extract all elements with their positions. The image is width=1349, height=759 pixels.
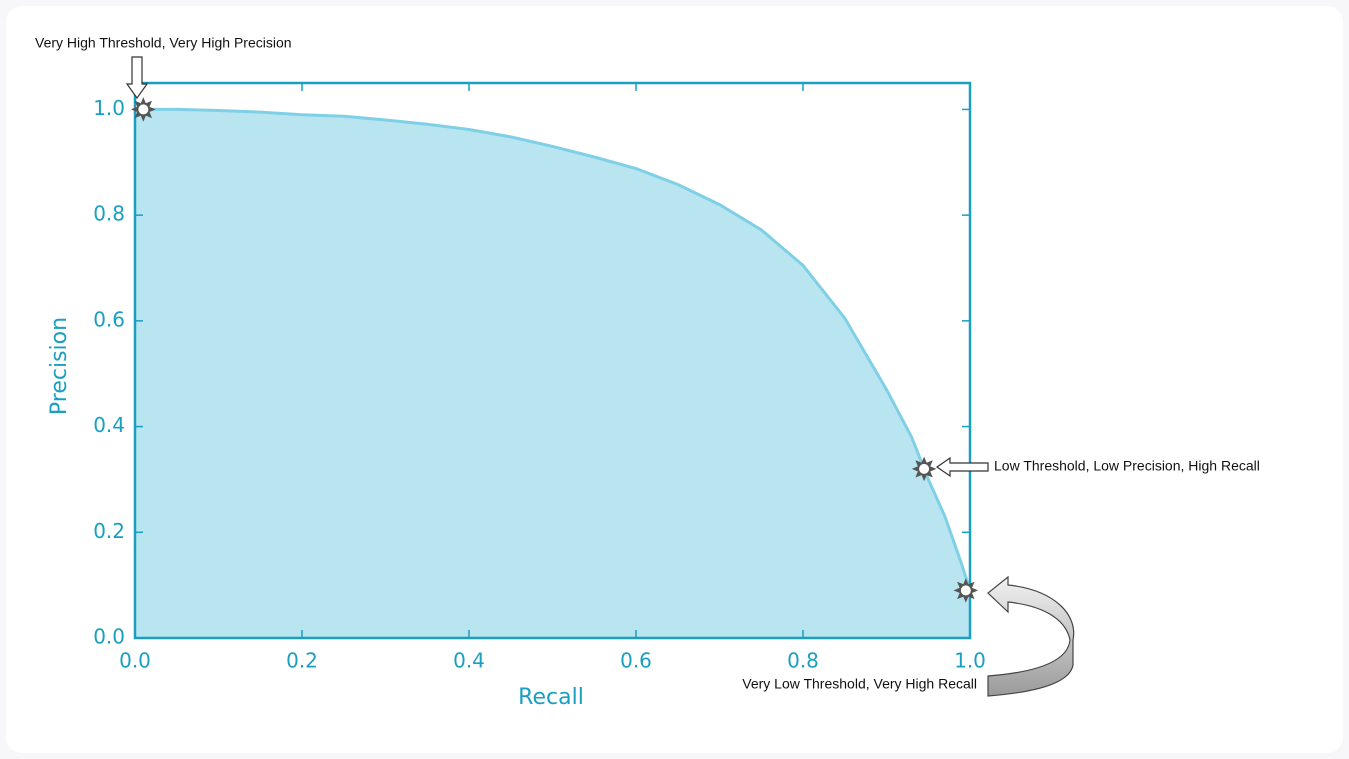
- x-tick-label: 1.0: [954, 649, 986, 673]
- line: [135, 107, 972, 591]
- marker-core: [959, 584, 972, 597]
- x-tick-label: 0.2: [286, 649, 318, 673]
- area-fill: [135, 109, 970, 638]
- arrow-left: [935, 456, 989, 478]
- annotation-text: Very High Threshold, Very High Precision: [35, 35, 292, 51]
- x-tick-label: 0.0: [119, 649, 151, 673]
- annotation-marker: [131, 97, 156, 122]
- y-tick-label: 0.2: [93, 519, 125, 543]
- annotation-marker: [953, 578, 979, 603]
- annotation-text: Low Threshold, Low Precision, High Recal…: [994, 458, 1260, 474]
- y-axis-label: Precision: [47, 317, 72, 415]
- arrow-curved: [987, 575, 1075, 697]
- marker-core: [918, 462, 931, 475]
- arrow-down: [125, 56, 149, 100]
- x-tick-label: 0.6: [620, 649, 652, 673]
- plot-frame: [133, 81, 972, 640]
- annotation-text: Very Low Threshold, Very High Recall: [742, 676, 977, 692]
- y-tick-label: 0.6: [93, 307, 125, 331]
- y-tick-label: 1.0: [93, 96, 125, 120]
- x-tick-label: 0.4: [453, 649, 485, 673]
- x-tick-label: 0.8: [787, 649, 819, 673]
- y-tick-label: 0.0: [93, 625, 125, 649]
- y-tick-label: 0.8: [93, 202, 125, 226]
- x-axis-label: Recall: [518, 685, 584, 710]
- annotation-marker: [911, 456, 937, 482]
- marker-core: [137, 103, 150, 116]
- y-tick-label: 0.4: [93, 413, 125, 437]
